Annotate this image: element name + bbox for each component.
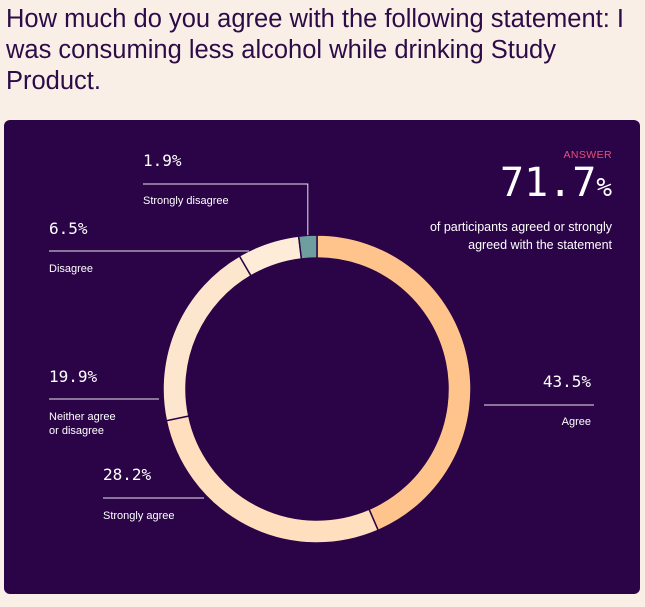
slice-category-label: Strongly agree <box>103 510 175 522</box>
donut-slice-agree <box>316 234 472 532</box>
slice-percent-label: 6.5% <box>49 219 88 238</box>
chart-card: 43.5% Agree 28.2% Strongly agree 19.9% Neithe… <box>4 120 640 594</box>
donut-slice-strongly-disagree <box>297 234 318 260</box>
donut-chart: 43.5% Agree 28.2% Strongly agree 19.9% Neithe… <box>49 151 594 544</box>
slice-category-label: Neither agree or disagree <box>49 411 116 437</box>
slice-category-label: Agree <box>562 416 591 428</box>
answer-number: 71.7 <box>500 160 597 206</box>
slice-percent-label: 1.9% <box>143 151 182 170</box>
donut-slice-neither-agree-or-disagree <box>162 254 253 422</box>
answer-value: 71.7% <box>500 160 612 206</box>
slice-category-label: Disagree <box>49 263 93 275</box>
slice-percent-label: 43.5% <box>543 372 592 391</box>
donut-slice-strongly-agree <box>165 415 380 544</box>
slice-category-label: Strongly disagree <box>143 195 229 207</box>
slice-percent-label: 19.9% <box>49 367 98 386</box>
slice-percent-label: 28.2% <box>103 465 152 484</box>
leader-line <box>143 183 309 236</box>
answer-description: of participants agreed or strongly agree… <box>429 220 612 252</box>
answer-unit: % <box>596 173 612 203</box>
question-title: How much do you agree with the following… <box>6 5 624 95</box>
answer-tag: ANSWER <box>563 149 612 161</box>
donut-slice-disagree <box>238 235 303 277</box>
